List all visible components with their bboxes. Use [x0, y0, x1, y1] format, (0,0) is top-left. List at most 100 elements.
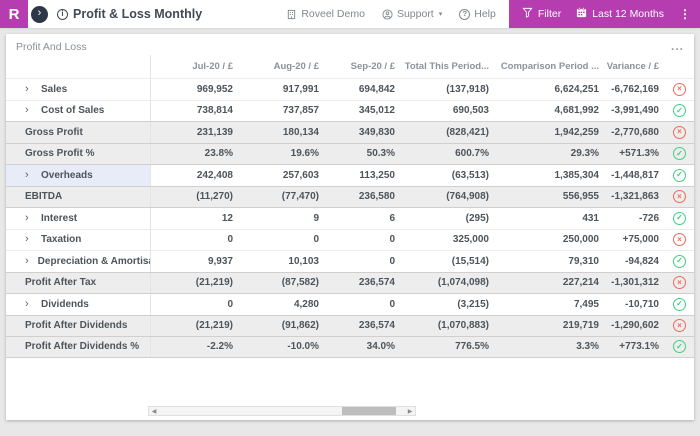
table-row[interactable]: › Cost of Sales 738,814 737,857 345,012 690…	[6, 99, 694, 121]
cell-value: 0	[389, 255, 395, 267]
cell-value: (1,070,883)	[437, 320, 489, 332]
status-cell: ×	[665, 273, 694, 294]
table-row[interactable]: EBITDA (11,270) (77,470) 236,580 (764,908) 5…	[6, 185, 694, 207]
scroll-right-arrow-icon[interactable]: ▶	[407, 408, 413, 415]
scroll-left-arrow-icon[interactable]: ◀	[151, 408, 157, 415]
expand-chevron-icon[interactable]: ›	[25, 104, 29, 117]
row-label-cell[interactable]: Gross Profit %	[6, 143, 151, 164]
horizontal-scrollbar[interactable]: ◀ ▶	[148, 406, 416, 416]
kebab-menu-icon[interactable]: ⋮	[679, 7, 691, 21]
cell-value: -3,991,490	[611, 105, 659, 117]
cell-value: 9,937	[207, 255, 233, 267]
column-header[interactable]: Sep-20 / £	[350, 61, 395, 72]
x-circle-icon: ×	[673, 276, 686, 290]
cell-value: 325,000	[452, 234, 489, 246]
status-cell: ✓	[665, 251, 694, 272]
row-label-cell[interactable]: Profit After Dividends %	[6, 337, 151, 357]
cell-value: 738,814	[196, 105, 233, 117]
scrollbar-thumb[interactable]	[341, 407, 397, 415]
page-title: Profit & Loss Monthly	[73, 7, 203, 21]
table-row[interactable]: Profit After Tax (21,219) (87,582) 236,574…	[6, 271, 694, 294]
row-label: Gross Profit	[25, 126, 83, 138]
cell-value: (63,513)	[451, 169, 489, 181]
table-row[interactable]: Gross Profit 231,139 180,134 349,830 (828,4…	[6, 121, 694, 143]
support-menu[interactable]: Support ▾	[382, 8, 442, 20]
row-label: Gross Profit %	[25, 148, 95, 160]
cell-value: 776.5%	[455, 341, 489, 353]
card-options-icon[interactable]: ...	[670, 39, 684, 54]
row-label-cell[interactable]: EBITDA	[6, 186, 151, 207]
header-actions: Filter Last 12 Months ⋮	[508, 0, 700, 28]
expand-chevron-icon[interactable]: ›	[25, 297, 29, 310]
filter-button[interactable]: Filter	[522, 7, 561, 21]
check-circle-icon: ✓	[673, 297, 686, 311]
check-circle-icon: ✓	[673, 254, 686, 268]
app-logo[interactable]: R	[0, 0, 28, 28]
table-row[interactable]: Gross Profit % 23.8% 19.6% 50.3% 600.7% 29.3…	[6, 142, 694, 164]
table-row[interactable]: › Depreciation & Amortisation 9,937 10,10…	[6, 250, 694, 272]
cell-value: (77,470)	[281, 191, 319, 203]
cell-value: 0	[227, 234, 233, 246]
column-header-row: Jul-20 / £ Aug-20 / £ Sep-20 / £ Total This…	[6, 55, 694, 78]
period-selector-button[interactable]: Last 12 Months	[576, 7, 664, 21]
column-header[interactable]: Comparison Period ...	[500, 61, 599, 72]
row-label-cell[interactable]: Profit After Tax	[6, 272, 151, 293]
cell-value: 12	[221, 212, 233, 224]
cell-value: -10,710	[625, 298, 659, 310]
row-label-cell[interactable]: › Depreciation & Amortisation	[6, 251, 151, 272]
table-row[interactable]: › Sales 969,952 917,991 694,842 (137,918) 6,…	[6, 78, 694, 100]
cell-value: +571.3%	[619, 148, 659, 160]
row-label-cell[interactable]: › Interest	[6, 208, 151, 229]
cell-value: (91,862)	[281, 320, 319, 332]
table-row[interactable]: › Overheads 242,408 257,603 113,250 (63,513…	[6, 164, 694, 186]
account-menu[interactable]: Roveel Demo	[286, 8, 365, 20]
expand-chevron-icon[interactable]: ›	[25, 211, 29, 224]
cell-value: 0	[313, 234, 319, 246]
table-row[interactable]: › Dividends 0 4,280 0 (3,215) 7,495 -10,710 ✓	[6, 293, 694, 315]
table-row[interactable]: › Interest 12 9 6 (295) 431 -726 ✓	[6, 207, 694, 229]
status-cell: ×	[665, 230, 694, 251]
row-label: Taxation	[41, 234, 82, 246]
cell-value: 19.6%	[290, 148, 319, 160]
top-bar: R › i Profit & Loss Monthly Roveel Demo	[0, 0, 700, 28]
row-label-cell[interactable]: Gross Profit	[6, 122, 151, 143]
info-icon[interactable]: i	[57, 8, 68, 20]
period-label: Last 12 Months	[592, 8, 664, 20]
row-label-cell[interactable]: Profit After Dividends	[6, 315, 151, 336]
row-label-cell[interactable]: › Cost of Sales	[6, 100, 151, 121]
row-label: Overheads	[41, 169, 93, 181]
expand-chevron-icon[interactable]: ›	[25, 168, 29, 181]
building-icon	[286, 9, 297, 20]
cell-value: 349,830	[358, 126, 395, 138]
help-icon: ?	[459, 8, 471, 20]
expand-chevron-icon[interactable]: ›	[25, 254, 29, 267]
x-circle-icon: ×	[673, 125, 686, 139]
cell-value: 0	[389, 298, 395, 310]
calendar-icon	[576, 7, 587, 21]
row-label-cell[interactable]: › Sales	[6, 79, 151, 100]
table-row[interactable]: Profit After Dividends (21,219) (91,862) 2…	[6, 314, 694, 336]
cell-value: -726	[638, 212, 659, 224]
cell-value: (87,582)	[281, 277, 319, 289]
status-cell: ×	[665, 122, 694, 143]
row-label-cell[interactable]: › Taxation	[6, 229, 151, 250]
column-header[interactable]: Aug-20 / £	[273, 61, 319, 72]
table-row[interactable]: › Taxation 0 0 0 325,000 250,000 +75,000 ×	[6, 228, 694, 251]
table-row[interactable]: Profit After Dividends % -2.2% -10.0% 34.0…	[6, 336, 694, 358]
row-label-cell[interactable]: › Dividends	[6, 294, 151, 315]
expand-chevron-icon[interactable]: ›	[25, 82, 29, 95]
cell-value: (295)	[465, 212, 489, 224]
cell-value: 236,574	[358, 320, 395, 332]
row-label-cell[interactable]: › Overheads	[6, 165, 151, 186]
cell-value: 113,250	[359, 169, 395, 181]
row-label: Profit After Tax	[25, 277, 97, 289]
column-header[interactable]: Jul-20 / £	[192, 61, 233, 72]
cell-value: 4,280	[293, 298, 319, 310]
account-label: Roveel Demo	[301, 8, 365, 20]
expand-chevron-icon[interactable]: ›	[25, 233, 29, 246]
column-header[interactable]: Variance / £	[606, 61, 659, 72]
help-menu[interactable]: ? Help	[459, 8, 496, 20]
column-header[interactable]: Total This Period...	[404, 61, 489, 72]
collapse-nav-button[interactable]: ›	[31, 5, 48, 23]
x-circle-icon: ×	[673, 82, 686, 96]
